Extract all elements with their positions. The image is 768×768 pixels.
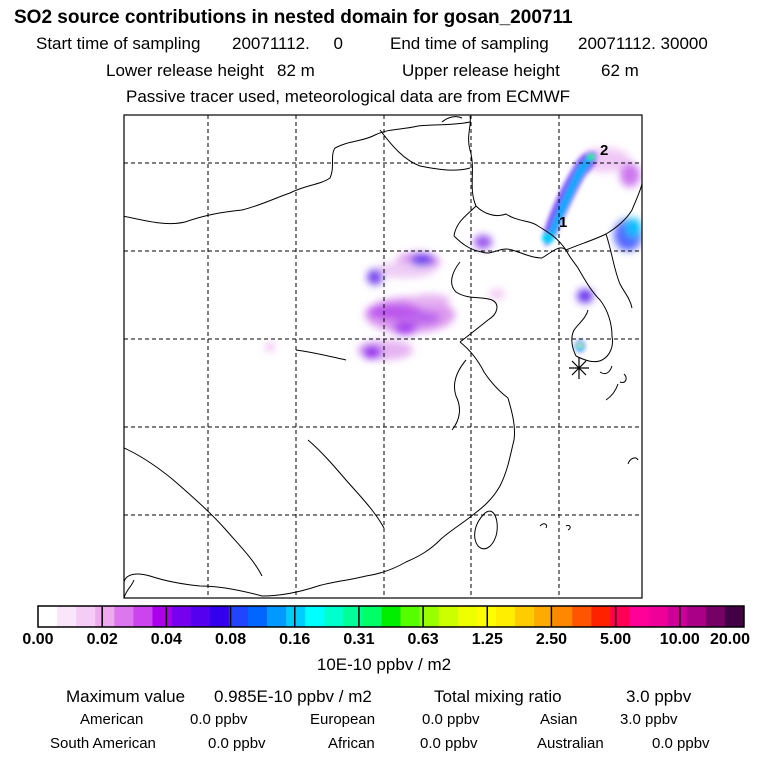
upper-release-value: 62 m <box>601 61 639 80</box>
colorbar-swatch <box>534 606 554 627</box>
colorbar-swatch <box>286 606 306 627</box>
colorbar-tick-label: 0.31 <box>343 631 375 648</box>
colorbar-swatch <box>209 606 230 627</box>
concentration-field <box>266 148 642 360</box>
max-value-label: Maximum value <box>66 687 186 706</box>
region-asian-label: Asian <box>540 711 578 728</box>
colorbar-swatch <box>190 606 211 627</box>
source-marker-2: 2 <box>600 142 608 159</box>
colorbar-swatch <box>591 606 611 627</box>
colorbar-swatch <box>705 606 726 627</box>
colorbar-swatch <box>610 606 631 627</box>
colorbar-tick-label: 5.00 <box>600 631 632 648</box>
end-time-value: 20071112. 30000 <box>578 34 708 53</box>
region-australian-label: Australian <box>537 735 604 752</box>
start-time-label: Start time of sampling <box>36 34 201 53</box>
tracer-note: Passive tracer used, meteorological data… <box>126 87 571 106</box>
upper-release-label: Upper release height <box>402 61 560 80</box>
colorbar-tick-label: 0.04 <box>150 631 182 648</box>
colorbar-swatch <box>362 606 382 627</box>
lower-release-value: 82 m <box>277 61 315 80</box>
colorbar-swatch <box>686 606 707 627</box>
end-time-label: End time of sampling <box>390 34 549 53</box>
colorbar-swatch <box>667 606 688 627</box>
start-time-value: 20071112. 0 <box>232 34 343 53</box>
colorbar-tick-label: 0.08 <box>214 631 247 648</box>
colorbar-swatch <box>95 606 115 627</box>
region-american-value: 0.0 ppbv <box>190 711 248 728</box>
colorbar-swatch <box>228 606 249 627</box>
colorbar-tick-label: 2.50 <box>535 631 568 648</box>
colorbar-swatch <box>572 606 592 627</box>
graticule <box>124 115 642 598</box>
page-title: SO2 source contributions in nested domai… <box>14 7 573 28</box>
region-european-label: European <box>310 711 376 728</box>
colorbar-frame <box>37 605 745 628</box>
colorbar-swatch <box>114 606 134 627</box>
colorbar-swatch <box>76 606 96 627</box>
colorbar-swatch <box>247 606 268 627</box>
total-mixing-label: Total mixing ratio <box>434 687 562 706</box>
colorbar-unit: 10E-10 ppbv / m2 <box>316 655 452 674</box>
colorbar-swatch <box>305 606 325 627</box>
region-south-american-value: 0.0 ppbv <box>208 735 266 752</box>
colorbar-swatch <box>648 606 669 627</box>
colorbar-swatch <box>457 606 478 627</box>
colorbar-tick-label: 0.00 <box>22 631 54 648</box>
colorbar-tick-label: 1.25 <box>471 631 503 648</box>
total-mixing-value: 3.0 ppbv <box>626 687 692 706</box>
colorbar-swatch <box>515 606 535 627</box>
colorbar-swatch <box>171 606 192 627</box>
colorbar-tick-label: 0.02 <box>86 631 118 648</box>
region-african-value: 0.0 ppbv <box>420 735 478 752</box>
colorbar-swatch <box>343 606 363 627</box>
colorbar-swatch <box>133 606 153 627</box>
max-value: 0.985E-10 ppbv / m2 <box>214 687 372 706</box>
colorbar-swatch <box>495 606 516 627</box>
colorbar-tick-label: 10.00 <box>659 631 700 648</box>
region-south-american-label: South American <box>50 735 156 752</box>
map-frame <box>123 114 643 599</box>
colorbar-swatch <box>324 606 344 627</box>
colorbar-swatch <box>438 606 459 627</box>
region-european-value: 0.0 ppbv <box>422 711 480 728</box>
colorbar-swatch <box>266 606 287 627</box>
colorbar-swatch <box>629 606 650 627</box>
colorbar-swatch <box>152 606 173 627</box>
receptor-star-icon <box>569 357 589 379</box>
source-marker-1: 1 <box>559 214 567 231</box>
colorbar-swatch <box>419 606 440 627</box>
colorbar-swatch <box>724 606 745 627</box>
colorbar-swatch <box>57 606 77 627</box>
colorbar <box>37 605 745 628</box>
colorbar-swatch <box>553 606 573 627</box>
colorbar-tick-label: 0.16 <box>279 631 311 648</box>
colorbar-swatch <box>400 606 421 627</box>
coastline <box>124 115 642 598</box>
region-australian-value: 0.0 ppbv <box>652 735 710 752</box>
colorbar-tick-label: 0.63 <box>407 631 439 648</box>
region-african-label: African <box>328 735 375 752</box>
region-asian-value: 3.0 ppbv <box>620 711 678 728</box>
lower-release-label: Lower release height <box>106 61 264 80</box>
region-american-label: American <box>80 711 144 728</box>
colorbar-tick-label: 20.00 <box>709 631 751 648</box>
colorbar-swatch <box>38 606 58 627</box>
colorbar-swatch <box>381 606 402 627</box>
